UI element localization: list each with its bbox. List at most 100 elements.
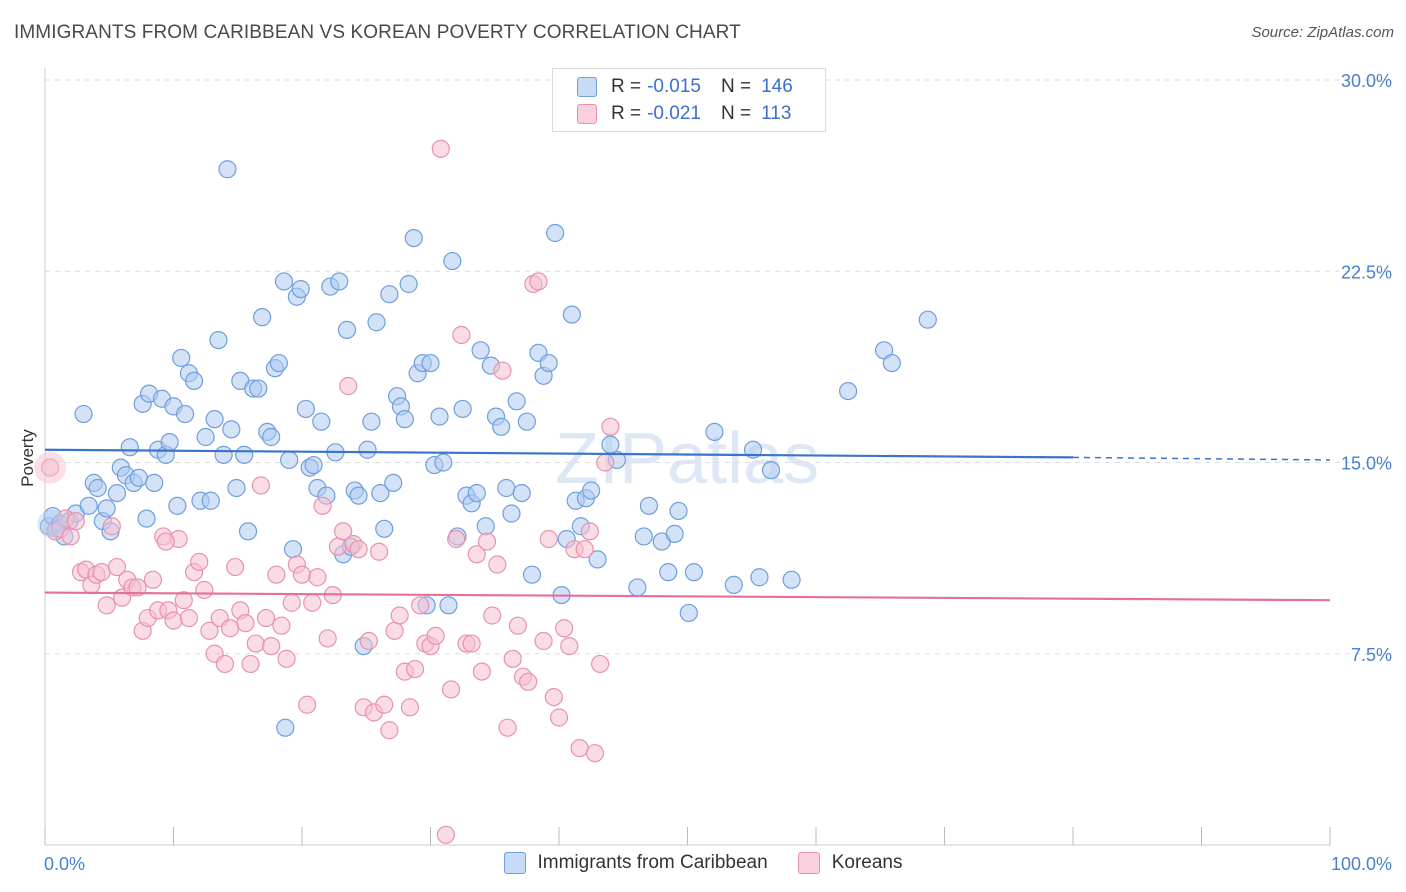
korean-point xyxy=(215,654,234,674)
caribbean-point xyxy=(129,468,148,487)
korean-trend-line xyxy=(44,591,1331,602)
legend-label-caribbean: Immigrants from Caribbean xyxy=(537,852,768,873)
caribbean-point xyxy=(283,540,303,559)
korean-point xyxy=(483,606,502,625)
legend-row-caribbean: R = -0.015 N = 146 xyxy=(577,75,793,99)
caribbean-point xyxy=(362,412,381,431)
caribbean-point xyxy=(276,718,295,737)
korean-point xyxy=(539,529,558,549)
legend-label-koreans: Koreans xyxy=(831,852,903,873)
caribbean-point xyxy=(296,399,315,419)
korean-point xyxy=(575,540,594,559)
n-value: 113 xyxy=(761,103,792,124)
korean-point xyxy=(102,517,121,536)
caribbean-point xyxy=(107,484,127,503)
korean-point xyxy=(405,659,425,679)
korean-point xyxy=(61,527,80,546)
korean-point xyxy=(472,662,491,681)
caribbean-point xyxy=(724,575,743,595)
caribbean-point xyxy=(634,527,653,546)
n-value: 146 xyxy=(761,76,793,97)
legend-item-koreans: Koreans xyxy=(797,852,903,874)
korean-point xyxy=(549,708,569,727)
korean-point xyxy=(282,593,301,612)
caribbean-trend-line xyxy=(44,448,1074,459)
caribbean-point xyxy=(175,404,195,424)
trend-lines xyxy=(44,448,1331,602)
korean-point xyxy=(359,631,378,651)
korean-point xyxy=(267,565,286,584)
caribbean-point xyxy=(137,509,156,528)
korean-point xyxy=(411,596,430,615)
caribbean-point xyxy=(145,473,164,492)
korean-point xyxy=(220,619,240,638)
caribbean-point xyxy=(430,407,449,426)
caribbean-point xyxy=(918,310,937,329)
caribbean-point xyxy=(588,550,607,569)
korean-point xyxy=(107,557,127,577)
caribbean-point xyxy=(497,478,516,498)
korean-point xyxy=(318,629,337,648)
korean-point xyxy=(488,555,507,574)
caribbean-point xyxy=(172,348,191,368)
caribbean-point xyxy=(280,450,299,470)
korean-point xyxy=(246,634,265,653)
caribbean-point xyxy=(330,272,349,291)
korean-point xyxy=(272,616,291,635)
caribbean-point xyxy=(434,453,453,472)
legend-item-caribbean: Immigrants from Caribbean xyxy=(503,852,768,874)
caribbean-trend-extension xyxy=(1072,456,1331,461)
caribbean-point xyxy=(628,578,647,597)
caribbean-swatch xyxy=(503,852,526,874)
r-value: -0.015 xyxy=(647,76,701,97)
grid-lines xyxy=(45,79,1392,655)
caribbean-point xyxy=(218,160,237,179)
korean-point xyxy=(580,522,599,541)
caribbean-point xyxy=(74,404,93,424)
caribbean-point xyxy=(37,509,66,538)
x-tick-label: 0.0% xyxy=(44,854,85,874)
caribbean-point xyxy=(262,427,281,447)
korean-point xyxy=(174,591,193,610)
caribbean-point xyxy=(467,484,486,503)
caribbean-point xyxy=(205,410,224,429)
korean-point xyxy=(328,537,348,556)
caribbean-point xyxy=(349,486,368,505)
caribbean-point xyxy=(439,596,458,615)
caribbean-point xyxy=(337,320,357,339)
korean-point xyxy=(226,557,245,577)
caribbean-point xyxy=(97,499,116,518)
korean-point xyxy=(92,563,111,582)
caribbean-point xyxy=(705,422,724,441)
korean-point xyxy=(66,512,85,531)
caribbean-point xyxy=(201,491,220,510)
data-points xyxy=(34,139,937,844)
korean-point xyxy=(262,636,281,656)
caribbean-point xyxy=(79,496,98,515)
korean-swatch xyxy=(797,852,820,874)
caribbean-point xyxy=(443,251,462,271)
caribbean-point xyxy=(291,280,310,299)
caribbean-point xyxy=(512,484,531,503)
caribbean-point xyxy=(399,274,418,294)
caribbean-point xyxy=(235,445,254,464)
caribbean-point xyxy=(684,563,704,582)
caribbean-point xyxy=(639,496,659,515)
korean-point xyxy=(426,626,445,646)
caribbean-point xyxy=(209,331,228,350)
caribbean-point xyxy=(517,412,536,431)
caribbean-point xyxy=(227,478,246,498)
korean-point xyxy=(493,361,512,380)
caribbean-point xyxy=(274,272,294,291)
korean-point xyxy=(436,825,456,844)
caribbean-point xyxy=(476,517,495,536)
y-tick-label: 15.0% xyxy=(1341,454,1392,474)
caribbean-point xyxy=(222,420,241,439)
korean-point xyxy=(431,139,450,158)
source-label: Source: ZipAtlas.com xyxy=(1251,24,1394,41)
korean-point xyxy=(400,698,420,717)
korean-point xyxy=(164,611,183,630)
caribbean-point xyxy=(88,478,107,498)
caribbean-point xyxy=(502,504,521,523)
